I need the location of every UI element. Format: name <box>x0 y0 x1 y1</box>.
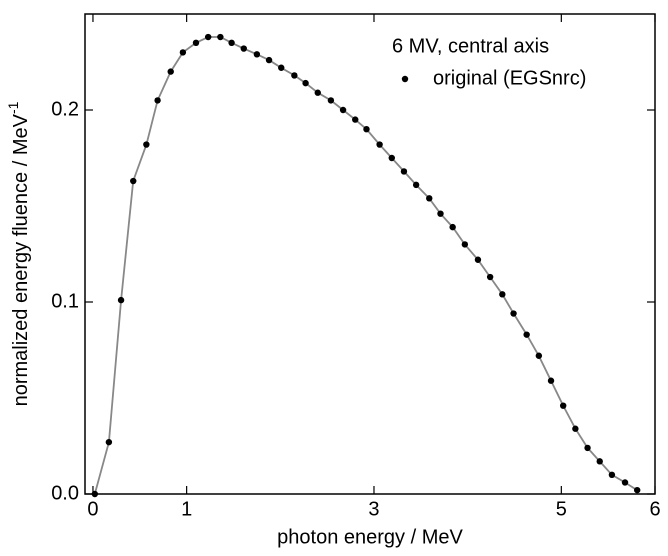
data-point <box>327 97 335 104</box>
data-point <box>228 39 235 46</box>
x-axis-label: photon energy / MeV <box>277 526 463 548</box>
data-point <box>461 241 469 248</box>
y-tick-label: 0.0 <box>51 482 79 504</box>
data-point <box>560 402 567 409</box>
data-point <box>167 68 174 75</box>
data-point <box>486 273 494 281</box>
data-point <box>510 310 517 317</box>
x-tick-label: 5 <box>556 498 567 520</box>
data-point <box>584 444 591 452</box>
data-point <box>217 33 224 41</box>
data-point <box>634 486 641 494</box>
data-point <box>265 56 273 64</box>
data-point <box>608 471 616 478</box>
data-point <box>204 33 212 41</box>
data-point <box>388 154 395 162</box>
x-tick-label: 0 <box>87 498 98 520</box>
data-point <box>339 106 347 114</box>
data-point <box>352 116 359 123</box>
data-point <box>363 126 370 133</box>
y-tick-label: 0.2 <box>51 98 79 120</box>
y-axis-label-group: normalized energy fluence / MeV-1 <box>5 101 33 406</box>
data-point <box>130 177 137 185</box>
data-point <box>302 79 309 87</box>
y-axis-label: normalized energy fluence / MeV-1 <box>5 101 33 406</box>
x-tick-label: 6 <box>649 498 660 520</box>
data-point <box>426 195 433 202</box>
data-point <box>621 479 629 486</box>
legend-marker <box>401 75 409 83</box>
data-point <box>547 377 555 384</box>
data-point <box>154 97 161 104</box>
data-point <box>437 210 444 217</box>
y-axis-label-sup: -1 <box>5 101 21 114</box>
data-point <box>523 331 530 338</box>
data-point <box>291 72 298 79</box>
x-tick-label: 1 <box>181 498 192 520</box>
y-tick-label: 0.1 <box>51 290 79 312</box>
data-point <box>572 425 579 432</box>
data-point <box>192 39 200 46</box>
data-point <box>143 141 150 148</box>
data-point <box>449 223 456 231</box>
data-point <box>314 89 321 96</box>
data-point <box>278 64 285 71</box>
data-point <box>179 49 187 56</box>
data-point <box>499 291 506 298</box>
x-tick-label: 3 <box>368 498 379 520</box>
data-point <box>117 296 125 304</box>
data-point <box>376 141 383 148</box>
annotation: 6 MV, central axis <box>392 35 549 57</box>
data-point <box>474 256 482 263</box>
data-point <box>240 45 247 52</box>
data-point <box>253 51 261 58</box>
data-point <box>596 458 603 465</box>
data-point <box>412 181 420 189</box>
y-axis-label-main: normalized energy fluence / MeV <box>10 113 32 406</box>
fit-line <box>93 36 638 495</box>
data-point <box>91 490 99 498</box>
data-point <box>400 168 408 175</box>
data-point <box>105 438 113 446</box>
plot-frame <box>84 13 656 495</box>
data-point <box>535 352 543 359</box>
legend-label: original (EGSnrc) <box>433 67 586 89</box>
